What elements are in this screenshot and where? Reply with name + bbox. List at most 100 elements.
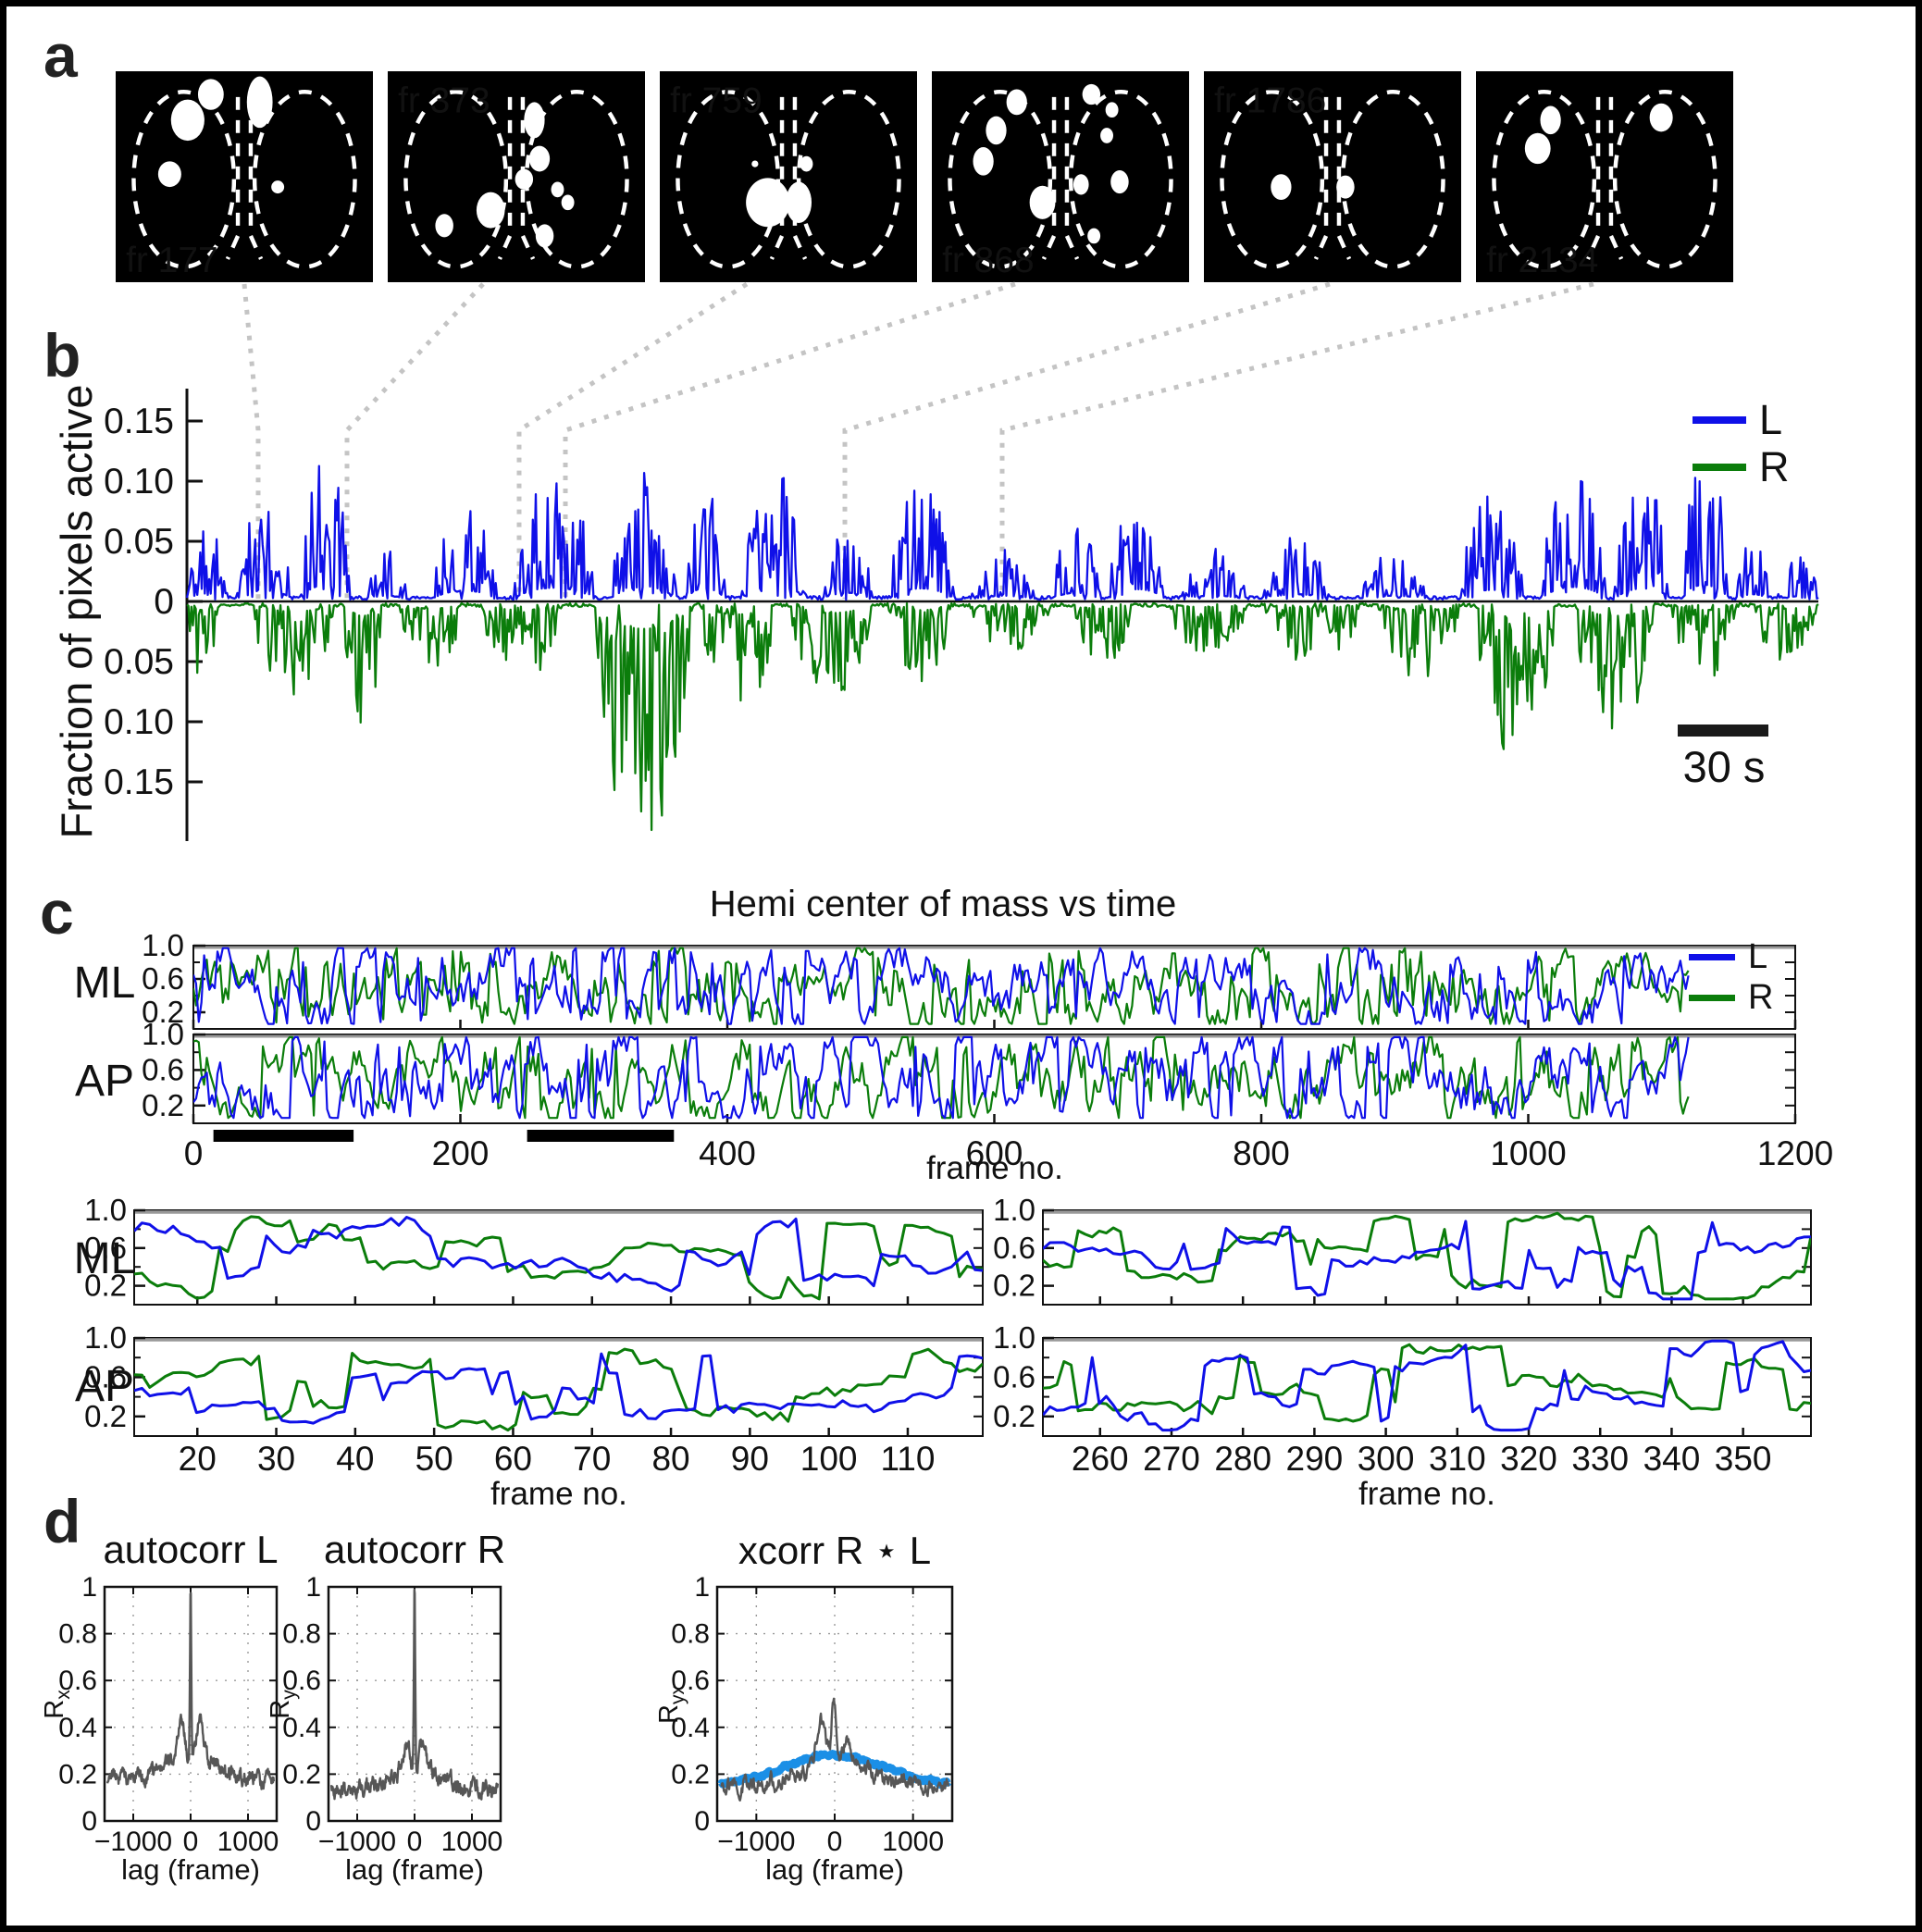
- svg-text:340: 340: [1643, 1440, 1701, 1478]
- svg-text:0.2: 0.2: [993, 1269, 1035, 1303]
- svg-text:0.4: 0.4: [58, 1713, 97, 1743]
- c-row-label-ml: ML: [73, 959, 136, 1008]
- svg-text:1.0: 1.0: [142, 928, 184, 962]
- brain-activity-frame: fr 177: [116, 71, 373, 282]
- d-y-label-ryx: Ryx: [654, 1685, 688, 1724]
- svg-text:0.15: 0.15: [104, 762, 174, 802]
- svg-text:fr 2134: fr 2134: [1486, 241, 1598, 280]
- figure-graphics: fr 177 fr 373 fr 759 fr 868 fr 1786 fr 2134 0.…: [58, 71, 1833, 1857]
- svg-text:fr 1786: fr 1786: [1214, 81, 1326, 121]
- c-legend-left: L: [1689, 939, 1773, 974]
- svg-text:0: 0: [184, 1134, 204, 1172]
- svg-text:1.0: 1.0: [993, 1193, 1035, 1227]
- svg-text:fr 177: fr 177: [126, 241, 218, 280]
- svg-text:0.6: 0.6: [282, 1666, 321, 1696]
- svg-text:0.4: 0.4: [282, 1713, 321, 1743]
- svg-text:0.8: 0.8: [282, 1619, 321, 1650]
- brain-activity-frame: fr 868: [932, 71, 1189, 282]
- svg-text:0.6: 0.6: [84, 1359, 127, 1393]
- panel-label-b: b: [43, 321, 81, 390]
- b-legend-right-swatch: [1693, 463, 1746, 471]
- c-row-label-ap: AP: [74, 1057, 135, 1106]
- svg-text:280: 280: [1214, 1440, 1271, 1478]
- svg-text:290: 290: [1286, 1440, 1344, 1478]
- c-legend-right-swatch: [1689, 994, 1735, 1001]
- svg-text:0: 0: [183, 1827, 199, 1857]
- svg-text:fr 373: fr 373: [398, 81, 490, 121]
- svg-text:0.6: 0.6: [58, 1666, 97, 1696]
- svg-text:0.10: 0.10: [104, 462, 174, 502]
- svg-text:300: 300: [1358, 1440, 1415, 1478]
- svg-text:1000: 1000: [441, 1827, 503, 1857]
- svg-text:1000: 1000: [882, 1827, 944, 1857]
- d-title-xcorr: xcorr R ⋆ L: [738, 1529, 932, 1572]
- svg-text:0.2: 0.2: [142, 1088, 184, 1122]
- d-title-autocorr-r: autocorr R: [323, 1528, 506, 1571]
- panel-label-a: a: [43, 21, 78, 90]
- svg-text:0.8: 0.8: [671, 1619, 710, 1650]
- svg-text:20: 20: [179, 1440, 217, 1478]
- c-x-axis-label: frame no.: [926, 1150, 1063, 1186]
- b-legend-left: L: [1693, 399, 1790, 440]
- svg-text:200: 200: [432, 1134, 490, 1172]
- svg-text:1.0: 1.0: [84, 1320, 127, 1355]
- svg-text:0.6: 0.6: [142, 1052, 184, 1086]
- c-legend-left-label: L: [1748, 937, 1768, 976]
- svg-text:0.15: 0.15: [104, 402, 174, 441]
- svg-text:0: 0: [81, 1806, 97, 1837]
- svg-text:0: 0: [305, 1806, 321, 1837]
- svg-text:400: 400: [699, 1134, 756, 1172]
- svg-text:0.05: 0.05: [104, 642, 174, 682]
- zoom-region-bar: [213, 1130, 354, 1142]
- svg-text:40: 40: [336, 1440, 374, 1478]
- svg-text:0.8: 0.8: [58, 1619, 97, 1650]
- svg-text:350: 350: [1715, 1440, 1772, 1478]
- svg-text:600: 600: [966, 1134, 1023, 1172]
- svg-text:0.2: 0.2: [671, 1759, 710, 1790]
- c-legend-left-swatch: [1689, 953, 1735, 960]
- svg-text:1000: 1000: [1490, 1134, 1566, 1172]
- svg-text:fr 759: fr 759: [670, 81, 763, 121]
- svg-text:800: 800: [1233, 1134, 1290, 1172]
- brain-activity-frame: fr 1786: [1204, 71, 1461, 282]
- svg-text:1: 1: [305, 1572, 321, 1603]
- svg-text:310: 310: [1429, 1440, 1486, 1478]
- b-legend: L R: [1693, 399, 1790, 488]
- c-title: Hemi center of mass vs time: [709, 884, 1177, 924]
- svg-text:0.6: 0.6: [993, 1231, 1035, 1265]
- svg-text:1200: 1200: [1757, 1134, 1833, 1172]
- d-x-label-3: lag (frame): [765, 1853, 904, 1886]
- svg-text:0.2: 0.2: [58, 1759, 97, 1790]
- d-x-label-2: lag (frame): [345, 1853, 484, 1886]
- svg-text:110: 110: [880, 1440, 935, 1478]
- c-zoom-right-x-axis-label: frame no.: [1358, 1476, 1495, 1512]
- svg-text:0.2: 0.2: [84, 1269, 127, 1303]
- svg-text:−1000: −1000: [717, 1827, 795, 1857]
- svg-text:330: 330: [1571, 1440, 1629, 1478]
- brain-activity-frame: fr 373: [388, 71, 645, 282]
- svg-text:0.2: 0.2: [84, 1399, 127, 1433]
- svg-text:60: 60: [494, 1440, 532, 1478]
- svg-text:320: 320: [1500, 1440, 1557, 1478]
- svg-text:30: 30: [257, 1440, 295, 1478]
- panel-label-c: c: [40, 878, 74, 947]
- svg-text:0.6: 0.6: [671, 1666, 710, 1696]
- svg-text:−1000: −1000: [94, 1827, 172, 1857]
- svg-text:0: 0: [407, 1827, 423, 1857]
- c-legend-right: R: [1689, 980, 1773, 1015]
- svg-text:0.2: 0.2: [282, 1759, 321, 1790]
- svg-text:0: 0: [694, 1806, 710, 1837]
- panel-label-d: d: [43, 1487, 81, 1555]
- svg-text:90: 90: [731, 1440, 769, 1478]
- svg-text:0.05: 0.05: [104, 522, 174, 562]
- svg-text:80: 80: [651, 1440, 689, 1478]
- svg-text:0.4: 0.4: [671, 1713, 710, 1743]
- svg-text:100: 100: [800, 1440, 858, 1478]
- d-y-label-rx: Rx: [40, 1690, 74, 1719]
- time-scalebar: [1678, 724, 1768, 737]
- b-y-axis-label: Fraction of pixels active: [52, 384, 101, 839]
- svg-text:270: 270: [1143, 1440, 1200, 1478]
- svg-text:0.6: 0.6: [993, 1359, 1035, 1393]
- svg-text:1000: 1000: [217, 1827, 279, 1857]
